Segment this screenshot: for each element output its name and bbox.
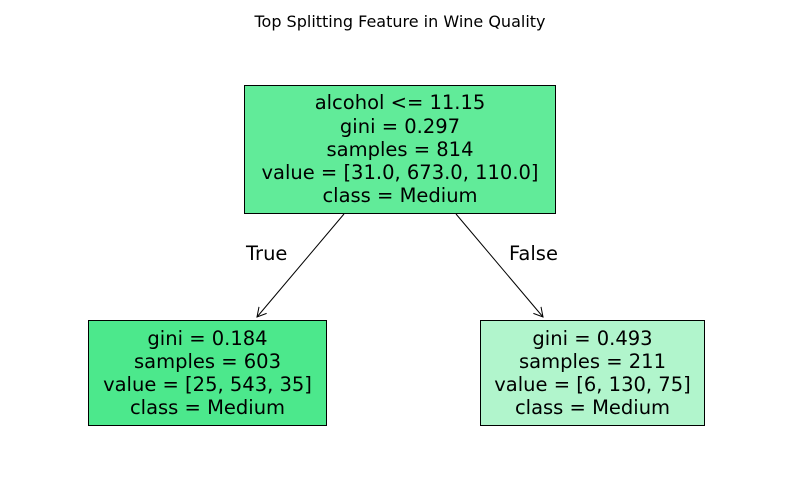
node-root-split: alcohol <= 11.15 [314, 91, 486, 115]
node-left-leaf: gini = 0.184 samples = 603 value = [25, … [88, 320, 327, 426]
node-root: alcohol <= 11.15 gini = 0.297 samples = … [244, 85, 556, 214]
node-right-gini: gini = 0.493 [532, 326, 653, 350]
node-right-class: class = Medium [514, 396, 671, 420]
node-left-samples: samples = 603 [133, 349, 281, 373]
edge-label-true: True [246, 242, 288, 265]
edge-false-arrow [455, 213, 544, 318]
node-left-gini: gini = 0.184 [147, 326, 268, 350]
node-root-gini: gini = 0.297 [339, 114, 461, 138]
node-root-value: value = [31.0, 673.0, 110.0] [261, 161, 539, 185]
node-root-class: class = Medium [322, 184, 478, 208]
edge-true-arrow [256, 213, 345, 318]
node-left-class: class = Medium [129, 396, 286, 420]
edge-label-false: False [509, 242, 558, 265]
node-right-value: value = [6, 130, 75] [494, 373, 691, 396]
node-left-value: value = [25, 543, 35] [103, 373, 312, 396]
node-root-samples: samples = 814 [326, 137, 474, 161]
node-right-samples: samples = 211 [518, 349, 666, 373]
diagram-title: Top Splitting Feature in Wine Quality [254, 12, 546, 31]
node-right-leaf: gini = 0.493 samples = 211 value = [6, 1… [480, 320, 705, 426]
